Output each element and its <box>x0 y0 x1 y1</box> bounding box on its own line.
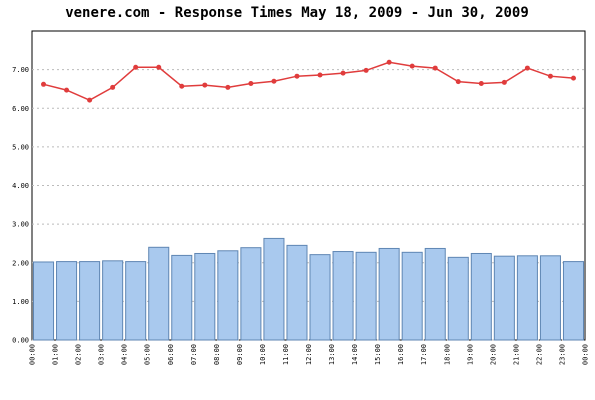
bar <box>217 250 239 341</box>
x-tick-label: 11:00 <box>282 344 290 365</box>
point <box>248 81 254 87</box>
y-tick-label: 7.00 <box>12 66 29 74</box>
bar <box>470 252 492 341</box>
y-tick-label: 3.00 <box>12 221 29 229</box>
point <box>64 87 70 93</box>
point <box>570 75 576 81</box>
x-tick-label: 23:00 <box>558 344 566 365</box>
point <box>202 82 208 88</box>
x-tick-label: 01:00 <box>52 344 60 365</box>
x-tick-label: 07:00 <box>190 344 198 365</box>
x-tick-label: 05:00 <box>144 344 152 365</box>
bar <box>562 261 584 341</box>
x-tick-label: 14:00 <box>351 344 359 365</box>
point <box>386 59 392 65</box>
bar <box>33 261 55 341</box>
y-tick-label: 2.00 <box>12 259 29 267</box>
point <box>41 81 47 87</box>
y-tick-label: 4.00 <box>12 182 29 190</box>
x-tick-label: 20:00 <box>489 344 497 365</box>
point <box>340 70 346 76</box>
x-tick-label: 02:00 <box>75 344 83 365</box>
x-tick-label: 13:00 <box>328 344 336 365</box>
x-tick-label: 15:00 <box>374 344 382 365</box>
bar <box>378 247 400 341</box>
bar <box>447 256 469 341</box>
x-tick-label: 09:00 <box>236 344 244 365</box>
x-tick-label: 22:00 <box>535 344 543 365</box>
x-tick-label: 06:00 <box>167 344 175 365</box>
bar <box>171 254 193 341</box>
x-tick-label: 00:00 <box>29 344 37 365</box>
bar <box>355 251 377 341</box>
point <box>432 65 438 71</box>
point <box>87 97 93 103</box>
x-tick-label: 04:00 <box>121 344 129 365</box>
bar <box>194 252 216 341</box>
bar <box>125 261 147 341</box>
point <box>294 73 300 79</box>
point <box>317 72 323 78</box>
point <box>363 67 369 73</box>
point <box>225 84 231 90</box>
point <box>133 64 139 70</box>
x-tick-label: 21:00 <box>512 344 520 365</box>
bar <box>263 237 285 341</box>
point <box>547 73 553 79</box>
x-tick-label: 08:00 <box>213 344 221 365</box>
point <box>478 81 484 87</box>
bar <box>79 261 101 341</box>
x-tick-label: 19:00 <box>466 344 474 365</box>
point <box>409 63 415 69</box>
point <box>156 64 162 70</box>
x-tick-label: 10:00 <box>259 344 267 365</box>
bar <box>401 251 423 341</box>
bar <box>56 261 78 341</box>
x-tick-label: 00:00 <box>582 344 590 365</box>
y-tick-label: 0.00 <box>12 337 29 345</box>
point <box>455 79 461 85</box>
bar <box>424 247 446 341</box>
bar <box>516 255 538 341</box>
bar <box>309 254 331 341</box>
point <box>179 83 185 89</box>
bar <box>148 246 170 341</box>
x-tick-label: 16:00 <box>397 344 405 365</box>
x-tick-label: 18:00 <box>443 344 451 365</box>
point <box>110 84 116 90</box>
bar <box>286 244 308 341</box>
bar <box>332 251 354 341</box>
y-tick-label: 1.00 <box>12 298 29 306</box>
bar <box>493 255 515 341</box>
line <box>43 61 574 101</box>
bar <box>539 255 561 341</box>
bar <box>102 260 124 341</box>
x-tick-label: 03:00 <box>98 344 106 365</box>
chart-title: venere.com - Response Times May 18, 2009… <box>65 5 529 21</box>
point <box>524 65 530 71</box>
y-tick-label: 6.00 <box>12 105 29 113</box>
point <box>501 79 507 85</box>
x-tick-label: 17:00 <box>420 344 428 365</box>
y-tick-label: 5.00 <box>12 143 29 151</box>
bar <box>240 247 262 341</box>
x-tick-label: 12:00 <box>305 344 313 365</box>
point <box>271 78 277 84</box>
